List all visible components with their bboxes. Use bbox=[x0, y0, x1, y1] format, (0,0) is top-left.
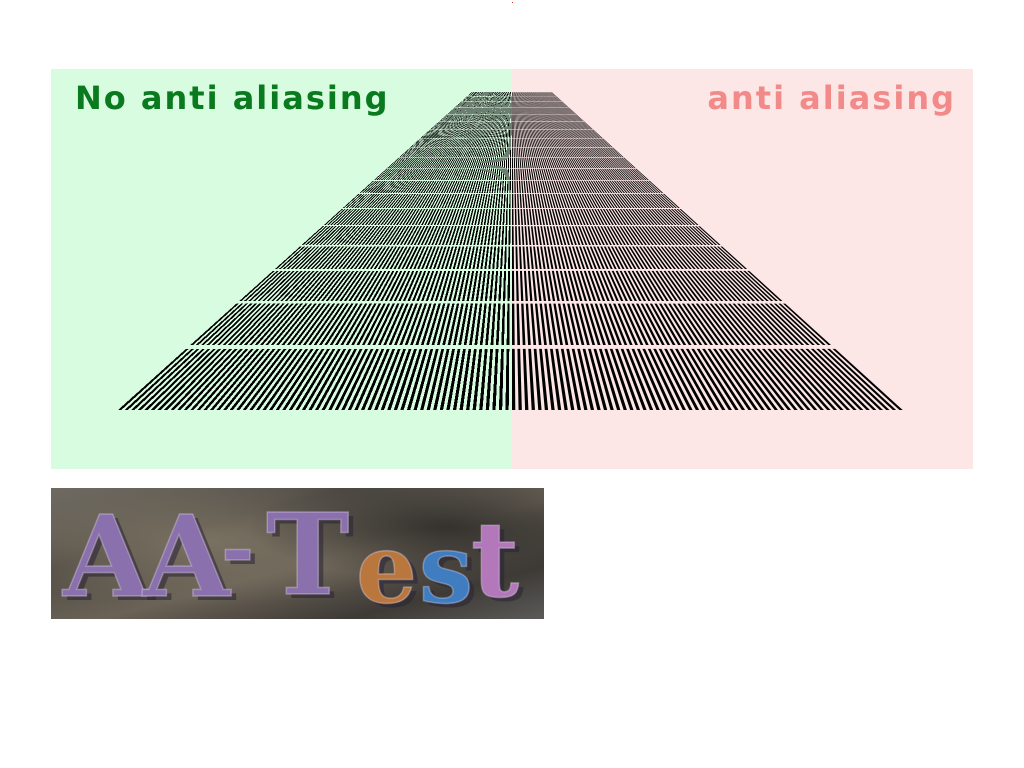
anti-aliasing-label: anti aliasing bbox=[707, 79, 956, 117]
stray-pixel bbox=[512, 2, 513, 3]
plane-antialiased-half bbox=[512, 92, 903, 410]
svg-text:A: A bbox=[147, 496, 237, 619]
plane-aliased-half bbox=[118, 92, 512, 410]
svg-text:T: T bbox=[271, 494, 354, 619]
svg-text:-: - bbox=[226, 505, 259, 599]
no-anti-aliasing-label: No anti aliasing bbox=[75, 79, 390, 117]
svg-text:e: e bbox=[361, 516, 422, 619]
checkered-plane bbox=[118, 92, 903, 410]
logo-letter: T bbox=[266, 490, 349, 619]
svg-text:A: A bbox=[67, 496, 157, 619]
aliasing-test-panel: No anti aliasing anti aliasing bbox=[51, 69, 973, 469]
logo-letter: - bbox=[221, 501, 254, 595]
logo-letter: t bbox=[471, 498, 519, 619]
logo-letter: A bbox=[142, 492, 232, 619]
logo-letter: e bbox=[356, 512, 417, 619]
svg-text:t: t bbox=[476, 502, 524, 619]
logo-letter: A bbox=[62, 492, 152, 619]
logo-letter: s bbox=[419, 512, 473, 619]
svg-text:s: s bbox=[424, 516, 478, 619]
